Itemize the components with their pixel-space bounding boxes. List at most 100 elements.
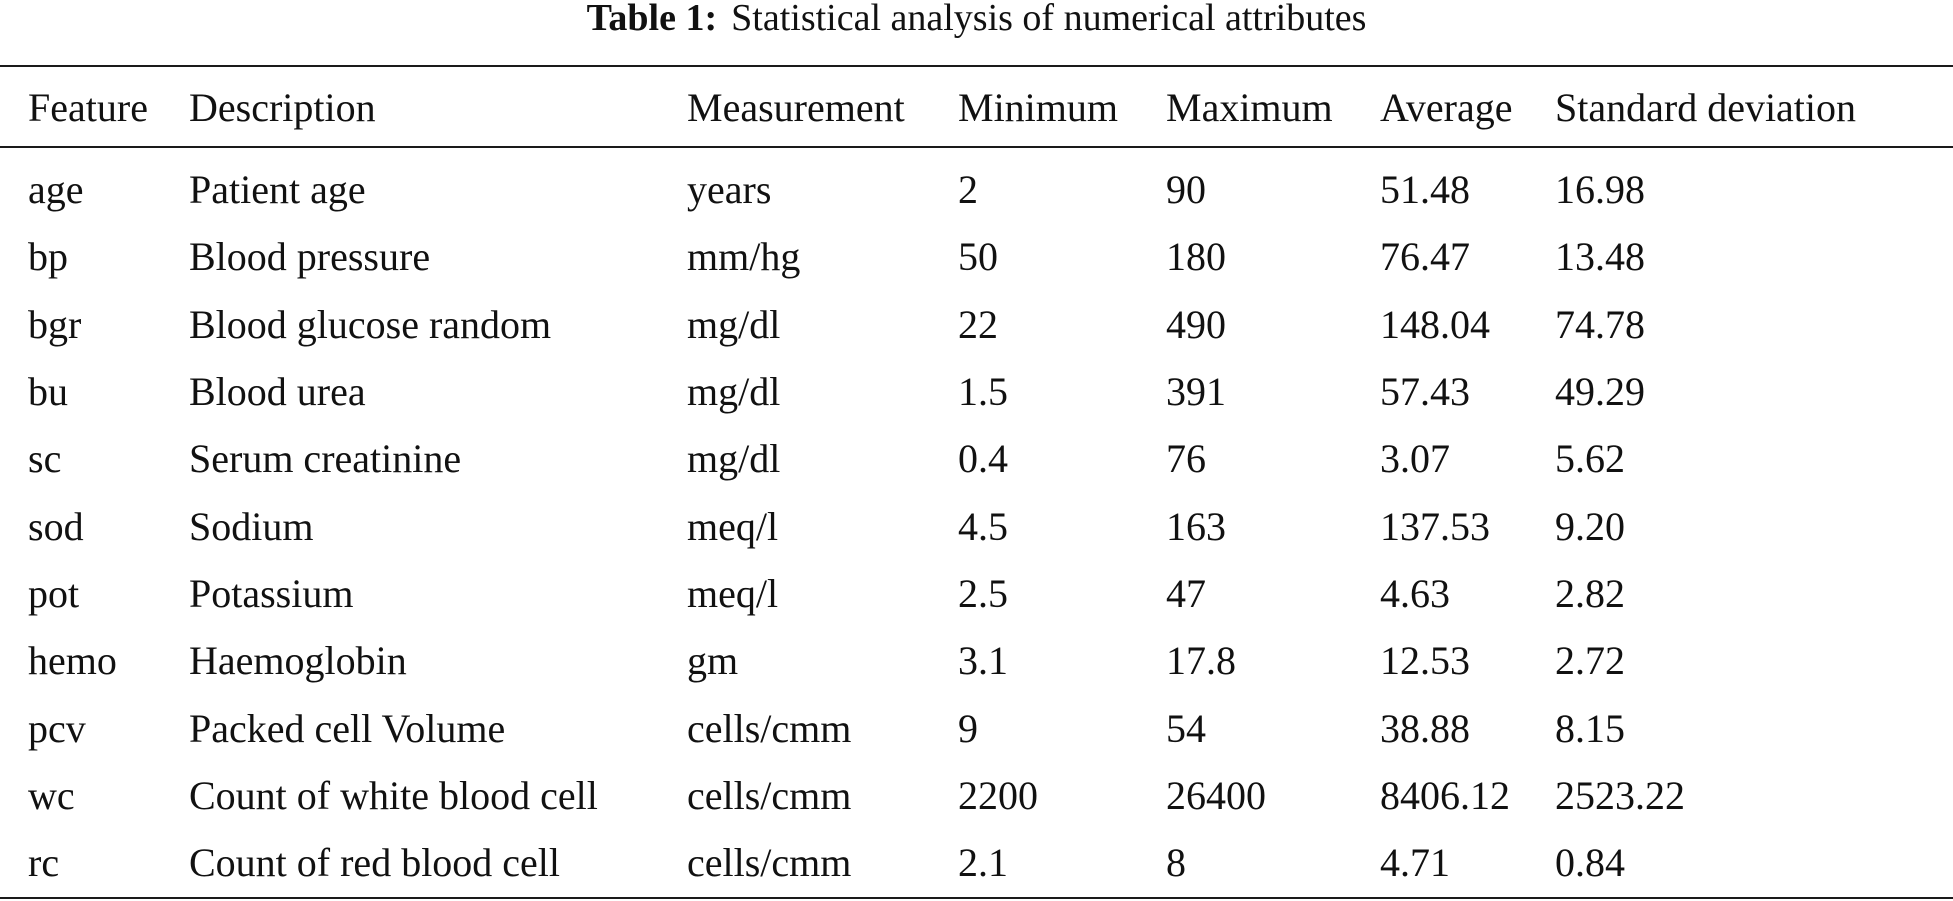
table-row: sc Serum creatinine mg/dl 0.4 76 3.07 5.… bbox=[0, 425, 1953, 492]
cell-minimum: 2.1 bbox=[958, 840, 1008, 886]
cell-measurement: mg/dl bbox=[687, 369, 781, 415]
statistics-table: Feature Description Measurement Minimum … bbox=[0, 67, 1953, 896]
cell-measurement: years bbox=[687, 167, 772, 213]
cell-minimum: 0.4 bbox=[958, 436, 1008, 482]
cell-measurement: cells/cmm bbox=[687, 705, 852, 751]
cell-feature: rc bbox=[28, 840, 60, 886]
cell-average: 51.48 bbox=[1380, 167, 1470, 213]
cell-average: 12.53 bbox=[1380, 638, 1470, 684]
cell-description: Patient age bbox=[189, 167, 366, 213]
cell-standard-deviation: 2.82 bbox=[1555, 570, 1625, 616]
cell-description: Count of red blood cell bbox=[189, 840, 561, 886]
cell-feature: hemo bbox=[28, 638, 117, 684]
table-caption: Table 1: Statistical analysis of numerica… bbox=[0, 0, 1953, 38]
top-rule bbox=[0, 65, 1953, 67]
cell-standard-deviation: 16.98 bbox=[1555, 167, 1645, 213]
cell-measurement: mg/dl bbox=[687, 436, 781, 482]
cell-maximum: 17.8 bbox=[1166, 638, 1236, 684]
table-row: bu Blood urea mg/dl 1.5 391 57.43 49.29 bbox=[0, 358, 1953, 425]
table-row: rc Count of red blood cell cells/cmm 2.1… bbox=[0, 829, 1953, 896]
table-row: bp Blood pressure mm/hg 50 180 76.47 13.… bbox=[0, 223, 1953, 290]
header-average: Average bbox=[1380, 84, 1513, 130]
cell-average: 148.04 bbox=[1380, 301, 1490, 347]
cell-description: Haemoglobin bbox=[189, 638, 407, 684]
cell-maximum: 391 bbox=[1166, 369, 1226, 415]
header-rule bbox=[0, 146, 1953, 148]
cell-feature: wc bbox=[28, 772, 75, 818]
cell-average: 3.07 bbox=[1380, 436, 1450, 482]
cell-feature: sc bbox=[28, 436, 62, 482]
cell-minimum: 9 bbox=[958, 705, 978, 751]
cell-average: 76.47 bbox=[1380, 234, 1470, 280]
bottom-rule bbox=[0, 897, 1953, 899]
cell-feature: bu bbox=[28, 369, 68, 415]
cell-maximum: 180 bbox=[1166, 234, 1226, 280]
cell-maximum: 163 bbox=[1166, 503, 1226, 549]
cell-average: 38.88 bbox=[1380, 705, 1470, 751]
cell-description: Blood glucose random bbox=[189, 301, 552, 347]
cell-maximum: 490 bbox=[1166, 301, 1226, 347]
caption-text: Statistical analysis of numerical attrib… bbox=[731, 0, 1367, 39]
cell-measurement: mg/dl bbox=[687, 301, 781, 347]
table-row: pcv Packed cell Volume cells/cmm 9 54 38… bbox=[0, 694, 1953, 761]
cell-measurement: meq/l bbox=[687, 570, 779, 616]
cell-standard-deviation: 74.78 bbox=[1555, 301, 1645, 347]
cell-minimum: 2200 bbox=[958, 772, 1038, 818]
cell-minimum: 2.5 bbox=[958, 570, 1008, 616]
header-feature: Feature bbox=[28, 84, 148, 130]
table-row: bgr Blood glucose random mg/dl 22 490 14… bbox=[0, 291, 1953, 358]
cell-standard-deviation: 2523.22 bbox=[1555, 772, 1685, 818]
cell-feature: bgr bbox=[28, 301, 82, 347]
cell-description: Sodium bbox=[189, 503, 314, 549]
header-row: Feature Description Measurement Minimum … bbox=[0, 67, 1953, 147]
cell-description: Packed cell Volume bbox=[189, 705, 506, 751]
table-row: pot Potassium meq/l 2.5 47 4.63 2.82 bbox=[0, 560, 1953, 627]
cell-maximum: 76 bbox=[1166, 436, 1206, 482]
table-row: hemo Haemoglobin gm 3.1 17.8 12.53 2.72 bbox=[0, 627, 1953, 694]
cell-maximum: 90 bbox=[1166, 167, 1206, 213]
cell-standard-deviation: 8.15 bbox=[1555, 705, 1625, 751]
cell-standard-deviation: 0.84 bbox=[1555, 840, 1625, 886]
cell-feature: sod bbox=[28, 503, 84, 549]
cell-measurement: meq/l bbox=[687, 503, 779, 549]
cell-description: Potassium bbox=[189, 570, 354, 616]
cell-maximum: 8 bbox=[1166, 840, 1186, 886]
cell-measurement: cells/cmm bbox=[687, 840, 852, 886]
cell-average: 137.53 bbox=[1380, 503, 1490, 549]
caption-label: Table 1: bbox=[586, 0, 718, 39]
table-row: age Patient age years 2 90 51.48 16.98 bbox=[0, 156, 1953, 223]
header-standard-deviation: Standard deviation bbox=[1555, 84, 1857, 130]
table-row: wc Count of white blood cell cells/cmm 2… bbox=[0, 762, 1953, 829]
cell-feature: age bbox=[28, 167, 84, 213]
cell-description: Serum creatinine bbox=[189, 436, 462, 482]
cell-description: Count of white blood cell bbox=[189, 772, 598, 818]
header-minimum: Minimum bbox=[958, 84, 1119, 130]
cell-maximum: 54 bbox=[1166, 705, 1206, 751]
cell-minimum: 1.5 bbox=[958, 369, 1008, 415]
cell-measurement: gm bbox=[687, 638, 739, 684]
cell-standard-deviation: 13.48 bbox=[1555, 234, 1645, 280]
cell-average: 4.71 bbox=[1380, 840, 1450, 886]
cell-measurement: cells/cmm bbox=[687, 772, 852, 818]
header-measurement: Measurement bbox=[687, 84, 905, 130]
cell-average: 57.43 bbox=[1380, 369, 1470, 415]
cell-minimum: 4.5 bbox=[958, 503, 1008, 549]
cell-description: Blood pressure bbox=[189, 234, 431, 280]
cell-feature: pot bbox=[28, 570, 80, 616]
cell-standard-deviation: 5.62 bbox=[1555, 436, 1625, 482]
cell-average: 4.63 bbox=[1380, 570, 1450, 616]
cell-standard-deviation: 49.29 bbox=[1555, 369, 1645, 415]
table-row: sod Sodium meq/l 4.5 163 137.53 9.20 bbox=[0, 492, 1953, 559]
cell-minimum: 3.1 bbox=[958, 638, 1008, 684]
cell-description: Blood urea bbox=[189, 369, 366, 415]
cell-feature: bp bbox=[28, 234, 68, 280]
cell-measurement: mm/hg bbox=[687, 234, 801, 280]
cell-maximum: 47 bbox=[1166, 570, 1206, 616]
cell-maximum: 26400 bbox=[1166, 772, 1266, 818]
cell-feature: pcv bbox=[28, 705, 86, 751]
header-maximum: Maximum bbox=[1166, 84, 1333, 130]
cell-average: 8406.12 bbox=[1380, 772, 1510, 818]
cell-minimum: 50 bbox=[958, 234, 998, 280]
cell-standard-deviation: 2.72 bbox=[1555, 638, 1625, 684]
header-description: Description bbox=[189, 84, 376, 130]
